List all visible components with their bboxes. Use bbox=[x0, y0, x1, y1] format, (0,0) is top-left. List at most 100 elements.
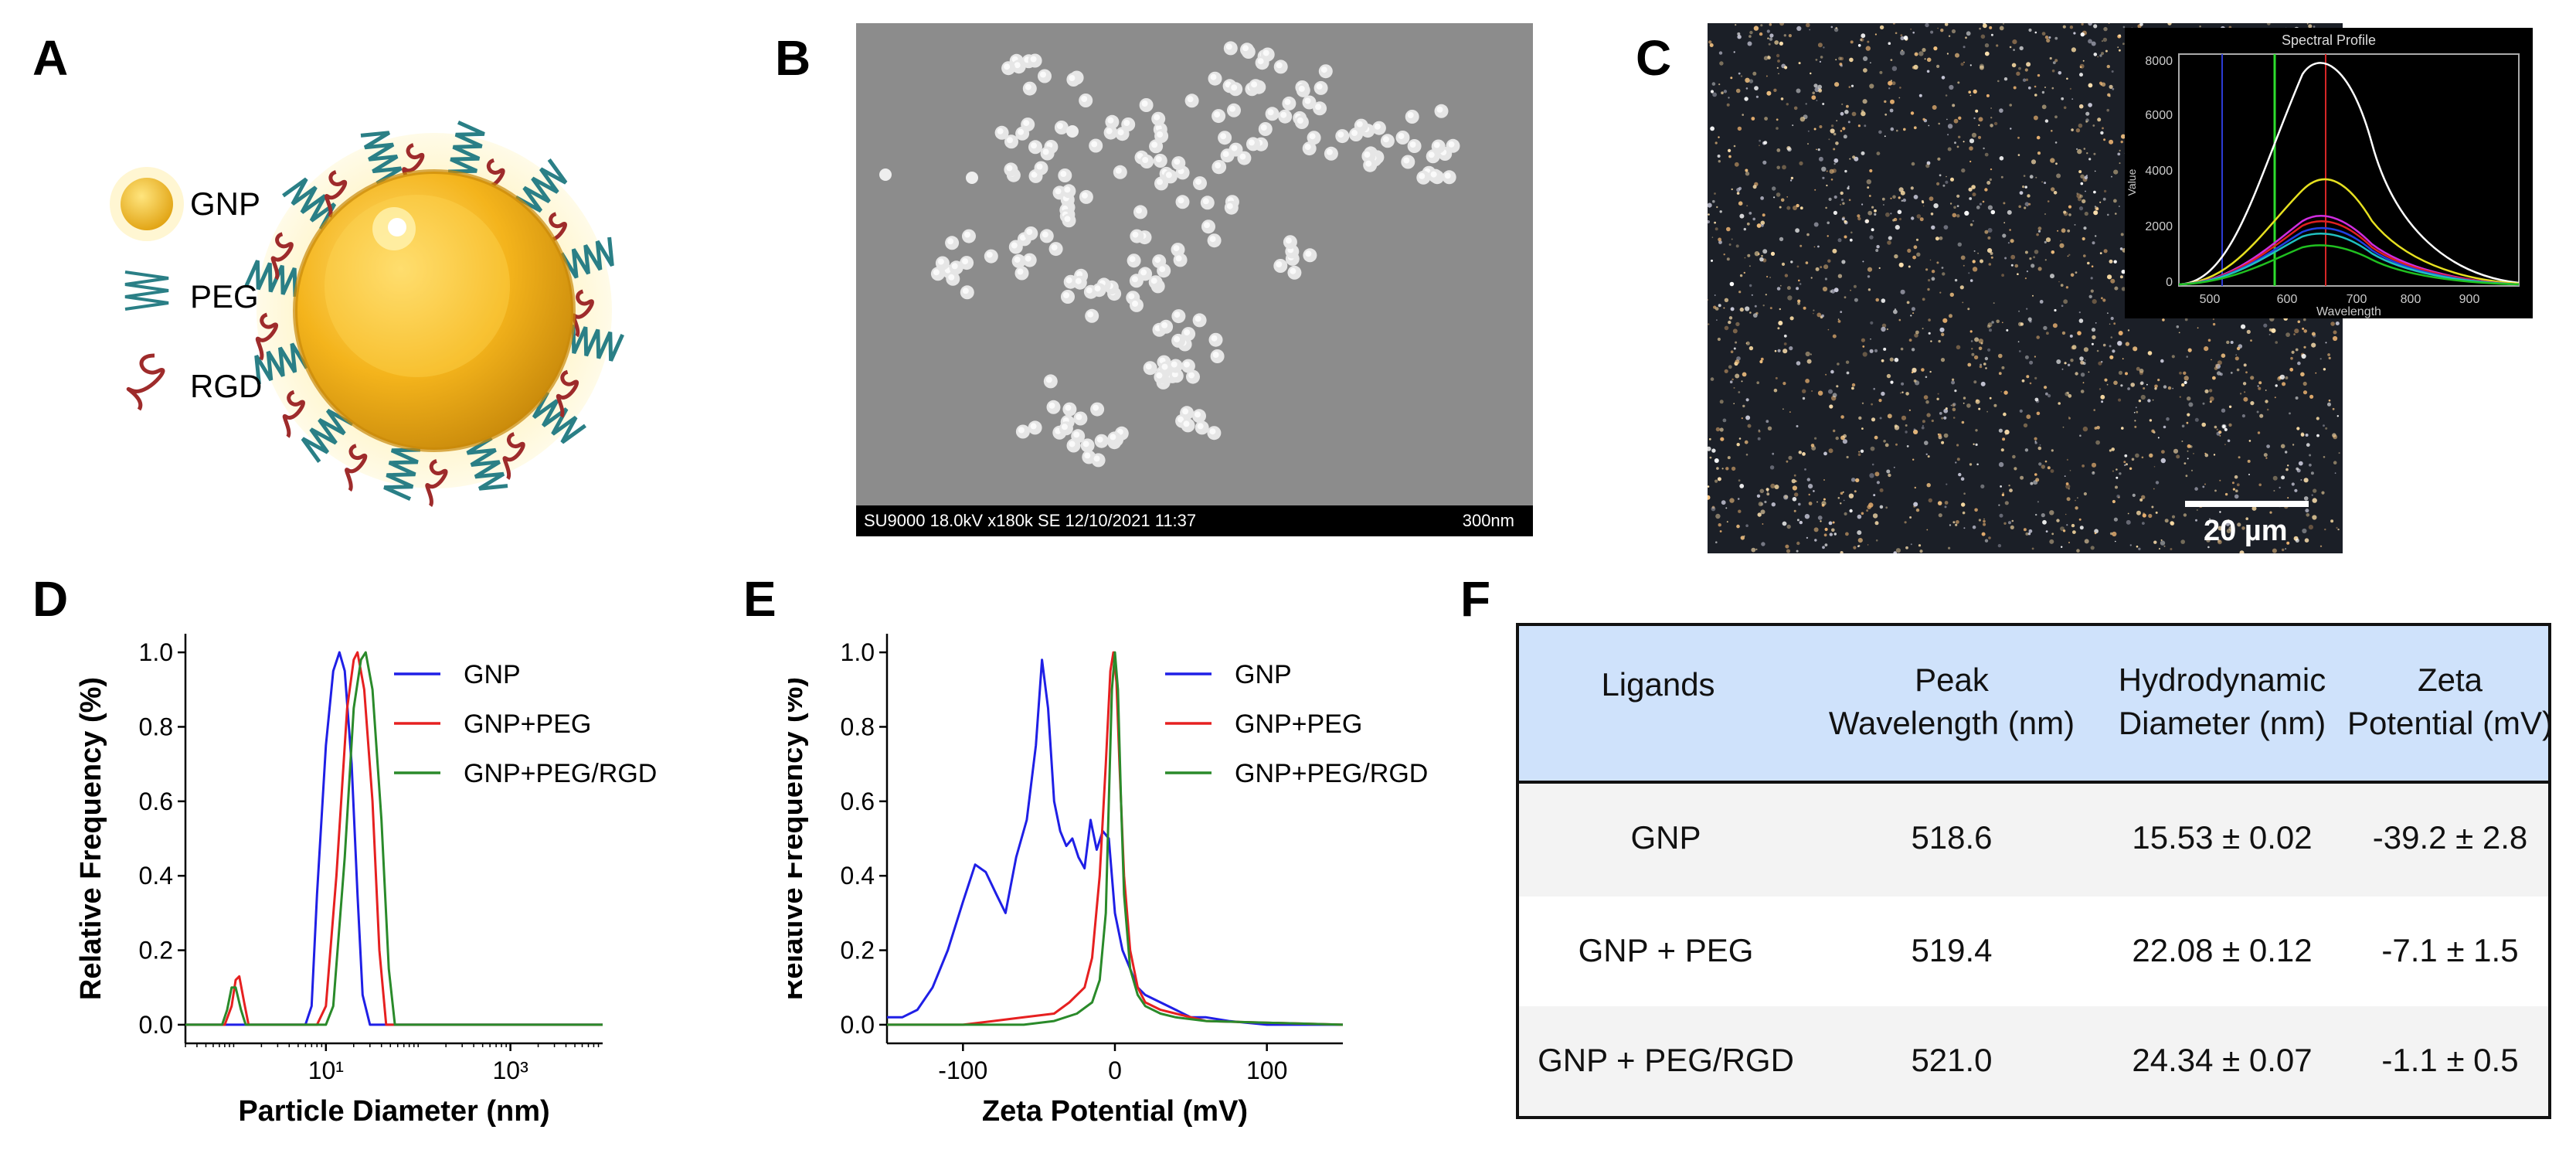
darkfield-speckle bbox=[1937, 27, 1939, 29]
sem-info-bar: SU9000 18.0kV x180k SE 12/10/2021 11:37 … bbox=[856, 505, 1533, 536]
darkfield-speckle bbox=[2292, 444, 2295, 446]
darkfield-speckle bbox=[1999, 108, 2003, 113]
darkfield-speckle bbox=[2041, 90, 2045, 94]
darkfield-speckle bbox=[1967, 308, 1970, 311]
table-cell: -39.2 ± 2.8 bbox=[2372, 819, 2528, 856]
darkfield-speckle bbox=[2107, 312, 2109, 315]
darkfield-speckle bbox=[1942, 272, 1946, 276]
darkfield-speckle bbox=[1757, 437, 1761, 441]
sem-particle-highlight bbox=[1136, 207, 1142, 214]
darkfield-speckle bbox=[1778, 321, 1783, 325]
darkfield-speckle bbox=[2003, 412, 2007, 417]
sem-particle-highlight bbox=[1326, 148, 1333, 155]
darkfield-speckle bbox=[1953, 118, 1959, 124]
darkfield-speckle bbox=[1843, 434, 1847, 438]
darkfield-speckle bbox=[1769, 37, 1773, 41]
panel-label-c: C bbox=[1636, 30, 1672, 86]
darkfield-speckle bbox=[2272, 548, 2277, 553]
darkfield-speckle bbox=[1848, 86, 1851, 88]
darkfield-speckle bbox=[1822, 103, 1825, 105]
darkfield-speckle bbox=[1745, 306, 1750, 311]
darkfield-speckle bbox=[1715, 541, 1718, 543]
darkfield-speckle bbox=[2044, 119, 2049, 123]
darkfield-speckle bbox=[1978, 135, 1981, 139]
darkfield-speckle bbox=[2078, 518, 2082, 521]
darkfield-speckle bbox=[1769, 465, 1775, 470]
darkfield-speckle bbox=[1909, 516, 1912, 519]
darkfield-speckle bbox=[2001, 274, 2004, 277]
peg-chain bbox=[282, 177, 337, 230]
darkfield-speckle bbox=[2303, 329, 2307, 333]
darkfield-speckle bbox=[2026, 414, 2031, 420]
darkfield-speckle bbox=[1764, 117, 1768, 121]
darkfield-speckle bbox=[1842, 202, 1845, 205]
darkfield-speckle bbox=[2266, 444, 2270, 448]
darkfield-speckle bbox=[2217, 539, 2222, 545]
darkfield-speckle bbox=[1890, 380, 1894, 384]
darkfield-speckle bbox=[2188, 402, 2194, 407]
darkfield-speckle bbox=[1827, 235, 1829, 237]
darkfield-speckle bbox=[1833, 210, 1837, 215]
darkfield-speckle bbox=[1710, 90, 1715, 94]
darkfield-speckle bbox=[2024, 68, 2028, 72]
rgd-peptide bbox=[325, 170, 348, 218]
darkfield-speckle bbox=[2287, 464, 2289, 467]
darkfield-speckle bbox=[1827, 259, 1831, 263]
sem-particle-highlight bbox=[1014, 256, 1021, 263]
darkfield-speckle bbox=[1738, 72, 1741, 75]
darkfield-speckle bbox=[1745, 87, 1748, 90]
darkfield-speckle bbox=[1824, 277, 1827, 281]
darkfield-speckle bbox=[2154, 387, 2157, 390]
darkfield-speckle bbox=[1742, 404, 1745, 408]
darkfield-speckle bbox=[2212, 318, 2214, 321]
darkfield-speckle bbox=[2121, 287, 2126, 291]
darkfield-speckle bbox=[1928, 318, 1931, 322]
darkfield-speckle bbox=[1812, 91, 1815, 95]
darkfield-speckle bbox=[1745, 168, 1748, 172]
darkfield-speckle bbox=[1987, 248, 1993, 253]
darkfield-speckle bbox=[2110, 278, 2116, 284]
sem-particle-highlight bbox=[1226, 202, 1233, 209]
darkfield-speckle bbox=[1823, 451, 1827, 456]
darkfield-speckle bbox=[2116, 495, 2120, 498]
sem-particle-highlight bbox=[1081, 192, 1088, 199]
darkfield-speckle bbox=[1919, 549, 1923, 553]
darkfield-speckle bbox=[2036, 135, 2041, 140]
darkfield-speckle bbox=[1906, 301, 1910, 305]
darkfield-speckle bbox=[2036, 233, 2039, 236]
sem-particle-highlight bbox=[997, 128, 1004, 134]
darkfield-speckle bbox=[1998, 461, 2004, 468]
darkfield-speckle bbox=[2181, 424, 2185, 428]
darkfield-speckle bbox=[1854, 298, 1858, 302]
darkfield-speckle bbox=[2178, 332, 2180, 334]
darkfield-speckle bbox=[1956, 214, 1960, 218]
darkfield-speckle bbox=[2297, 361, 2301, 366]
darkfield-speckle bbox=[1910, 28, 1912, 30]
darkfield-speckle bbox=[1723, 90, 1728, 94]
darkfield-speckle bbox=[1857, 530, 1862, 536]
darkfield-speckle bbox=[1913, 126, 1917, 130]
darkfield-speckle bbox=[1759, 145, 1760, 147]
darkfield-speckle bbox=[1990, 124, 1993, 128]
darkfield-speckle bbox=[1802, 389, 1806, 393]
darkfield-speckle bbox=[2338, 452, 2340, 454]
panel-label-e: E bbox=[743, 571, 777, 627]
darkfield-speckle bbox=[2111, 447, 2115, 451]
darkfield-speckle bbox=[1949, 202, 1952, 205]
sem-particle-highlight bbox=[1304, 97, 1311, 104]
darkfield-speckle bbox=[1759, 32, 1763, 36]
darkfield-speckle bbox=[1748, 345, 1754, 351]
sem-particle-highlight bbox=[1117, 129, 1124, 136]
darkfield-speckle bbox=[1836, 120, 1838, 122]
darkfield-speckle bbox=[2176, 325, 2180, 328]
darkfield-speckle bbox=[1893, 551, 1897, 553]
darkfield-speckle bbox=[1857, 124, 1861, 128]
darkfield-speckle bbox=[1759, 139, 1761, 142]
darkfield-speckle bbox=[2002, 23, 2005, 25]
darkfield-speckle bbox=[2121, 427, 2124, 430]
darkfield-speckle bbox=[1729, 498, 1735, 503]
darkfield-speckle bbox=[1921, 199, 1924, 202]
darkfield-speckle bbox=[2000, 175, 2003, 179]
darkfield-speckle bbox=[1833, 532, 1837, 536]
darkfield-speckle bbox=[1710, 126, 1715, 131]
